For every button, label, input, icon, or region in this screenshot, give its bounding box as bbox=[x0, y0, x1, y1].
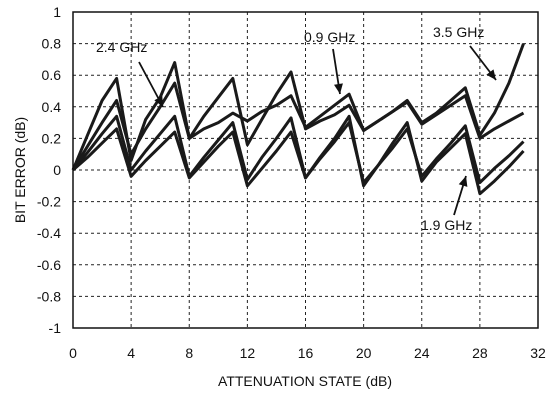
annotation-label: 1.9 GHz bbox=[421, 217, 472, 233]
y-tick-label: 0.2 bbox=[42, 130, 62, 146]
x-tick-label: 8 bbox=[185, 345, 193, 361]
y-tick-label: -0.4 bbox=[37, 225, 61, 241]
y-tick-label: 0.6 bbox=[42, 67, 62, 83]
x-tick-label: 24 bbox=[414, 345, 430, 361]
series-line-3-5-ghz bbox=[71, 43, 525, 171]
annotation-label: 2.4 GHz bbox=[96, 39, 147, 55]
arrowhead bbox=[486, 69, 496, 80]
x-tick-label: 32 bbox=[530, 345, 546, 361]
y-tick-label: 0.8 bbox=[42, 36, 62, 52]
y-tick-label: -1 bbox=[49, 320, 62, 336]
y-tick-label: 0.4 bbox=[42, 99, 62, 115]
annotation-label: 3.5 GHz bbox=[433, 24, 484, 40]
x-tick-label: 12 bbox=[240, 345, 256, 361]
annotations: 2.4 GHz 0.9 GHz 3.5 GHz 1.9 GHz bbox=[96, 24, 497, 233]
y-tick-label: -0.6 bbox=[37, 257, 61, 273]
x-tick-label: 16 bbox=[298, 345, 314, 361]
data-series bbox=[71, 43, 525, 196]
y-tick-label: 1 bbox=[53, 4, 61, 20]
x-axis-title: ATTENUATION STATE (dB) bbox=[218, 373, 392, 389]
arrowhead bbox=[458, 176, 468, 187]
series-line-2-4-ghz bbox=[71, 114, 525, 185]
plot-frame bbox=[72, 11, 539, 329]
y-tick-label: -0.2 bbox=[37, 194, 61, 210]
x-tick-label: 20 bbox=[356, 345, 372, 361]
series-line-0-9-ghz bbox=[71, 61, 525, 171]
series-line-1-9-ghz bbox=[72, 114, 525, 196]
y-tick-label: 0 bbox=[53, 162, 61, 178]
arrowhead bbox=[334, 83, 343, 94]
x-tick-label: 0 bbox=[69, 345, 77, 361]
x-tick-label: 4 bbox=[127, 345, 135, 361]
y-axis-ticks: 1 0.8 0.6 0.4 0.2 0 -0.2 -0.4 -0.6 -0.8 -1 bbox=[37, 4, 61, 336]
x-tick-label: 28 bbox=[472, 345, 488, 361]
y-tick-label: -0.8 bbox=[37, 288, 61, 304]
grid bbox=[73, 12, 538, 328]
arrowhead bbox=[154, 96, 163, 107]
x-axis-ticks: 0 4 8 12 16 20 24 28 32 bbox=[69, 345, 546, 361]
y-axis-title: BIT ERROR (dB) bbox=[12, 117, 28, 223]
annotation-label: 0.9 GHz bbox=[304, 29, 355, 45]
